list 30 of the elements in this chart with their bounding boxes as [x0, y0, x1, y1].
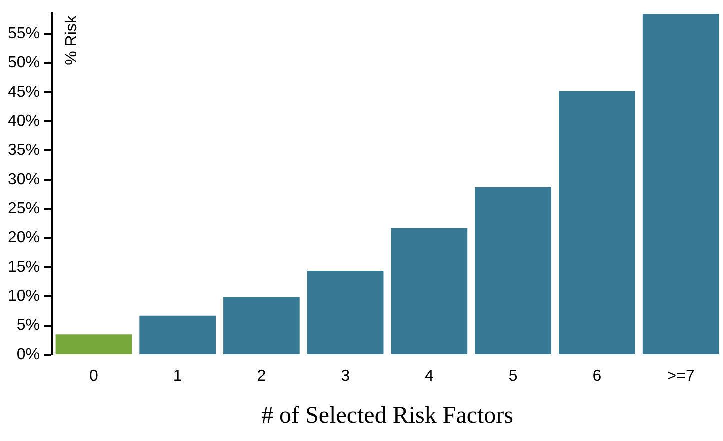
x-tick-label: 6 — [592, 368, 602, 386]
x-tick-label: >=7 — [667, 368, 695, 386]
y-tick-label: 50% — [8, 54, 40, 72]
x-tick-label: 1 — [173, 368, 182, 386]
y-tick-label: 25% — [8, 200, 40, 218]
x-tick-label: 0 — [90, 368, 99, 386]
bar — [475, 188, 552, 354]
x-tick-label: 2 — [257, 368, 266, 386]
y-tick-label: 0% — [16, 346, 40, 364]
y-tick-label: 30% — [8, 171, 40, 188]
y-tick-label: 15% — [8, 258, 40, 276]
y-tick-label: 20% — [8, 230, 40, 247]
y-tick-label: 40% — [8, 112, 40, 130]
bar — [56, 334, 132, 354]
bar — [307, 270, 384, 354]
x-tick-label: 4 — [424, 368, 434, 386]
bar — [224, 297, 300, 354]
bar — [559, 91, 636, 354]
x-tick-label: 5 — [508, 368, 518, 386]
x-axis-title: # of Selected Risk Factors — [262, 402, 514, 429]
y-axis-title: % Risk — [63, 14, 80, 66]
bar — [391, 228, 468, 354]
bar — [642, 14, 720, 354]
x-tick-label: 3 — [341, 368, 350, 386]
y-tick-label: 55% — [8, 25, 40, 42]
y-tick-label: 10% — [8, 288, 40, 306]
y-tick-label: 35% — [8, 142, 40, 160]
y-tick-label: 5% — [16, 317, 40, 334]
y-tick-label: 45% — [8, 84, 40, 101]
bar — [140, 316, 216, 354]
